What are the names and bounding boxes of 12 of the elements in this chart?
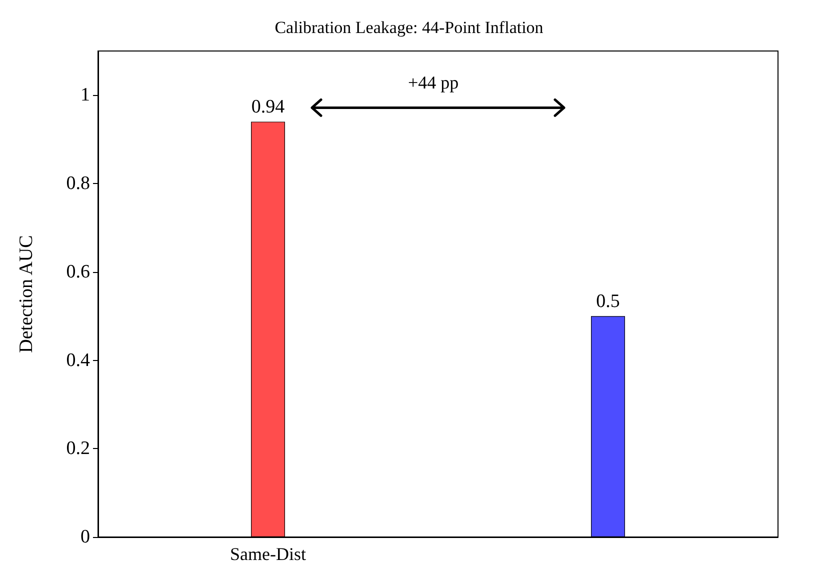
y-axis-title: Detection AUC: [16, 235, 37, 353]
y-tick-label: 0.4: [66, 350, 90, 371]
x-tick-label: Same-Dist: [230, 544, 306, 564]
y-tick-label: 1: [80, 84, 90, 106]
annotation: +44 pp: [408, 72, 459, 93]
data-label: 0.94: [251, 96, 286, 118]
chart-title: Calibration Leakage: 44-Point Inflation: [274, 18, 544, 37]
y-tick-label: 0.8: [66, 173, 90, 194]
y-tick-label: 0: [80, 526, 90, 548]
data-label: 0.5: [596, 291, 620, 312]
y-tick-label: 0.6: [66, 261, 90, 282]
y-tick-label: 0.2: [66, 438, 90, 460]
